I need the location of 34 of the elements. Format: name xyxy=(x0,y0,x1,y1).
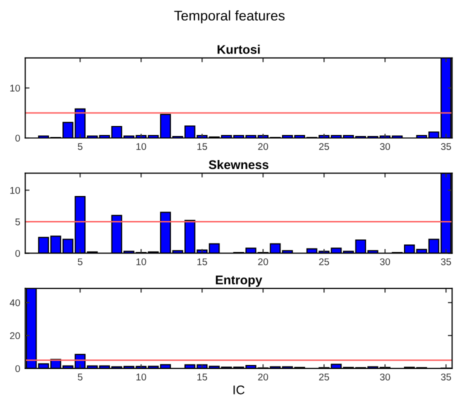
y-tick-label: 0 xyxy=(15,250,20,257)
x-tick-label: 25 xyxy=(319,258,330,266)
chart-title: Temporal features xyxy=(174,10,285,24)
x-axis-title: IC xyxy=(234,385,244,394)
y-tick-label: 40 xyxy=(10,299,20,306)
y-tick-label: 10 xyxy=(10,186,20,194)
x-tick-label: 5 xyxy=(78,143,82,150)
x-tick-label: 15 xyxy=(197,374,208,380)
x-tick-label: 30 xyxy=(380,258,390,266)
x-tick-label: 5 xyxy=(78,374,82,380)
chart-title: Entropy xyxy=(216,276,262,287)
x-tick-label: 25 xyxy=(319,143,330,150)
x-tick-label: 15 xyxy=(197,143,208,150)
x-tick-label: 10 xyxy=(136,374,146,380)
chart-title: Skewness xyxy=(208,160,268,170)
x-tick-label: 10 xyxy=(136,258,146,266)
y-tick-label: 0 xyxy=(15,134,20,142)
x-tick-label: 30 xyxy=(380,143,390,150)
x-tick-label: 5 xyxy=(78,258,82,266)
x-tick-label: 35 xyxy=(440,143,452,150)
x-tick-label: 10 xyxy=(136,143,146,150)
x-tick-label: 30 xyxy=(380,374,390,380)
x-tick-label: 25 xyxy=(319,374,330,380)
y-tick-label: 20 xyxy=(10,332,20,340)
x-tick-label: 35 xyxy=(440,374,452,380)
x-tick-label: 20 xyxy=(258,143,268,150)
x-tick-label: 35 xyxy=(440,258,452,266)
x-tick-label: 20 xyxy=(258,258,268,266)
x-tick-label: 20 xyxy=(258,374,268,380)
y-tick-label: 0 xyxy=(15,365,20,372)
y-tick-label: 10 xyxy=(10,84,20,92)
x-tick-label: 15 xyxy=(197,258,208,266)
y-tick-label: 5 xyxy=(15,218,20,226)
chart-subtitle: Kurtosi xyxy=(218,44,260,54)
